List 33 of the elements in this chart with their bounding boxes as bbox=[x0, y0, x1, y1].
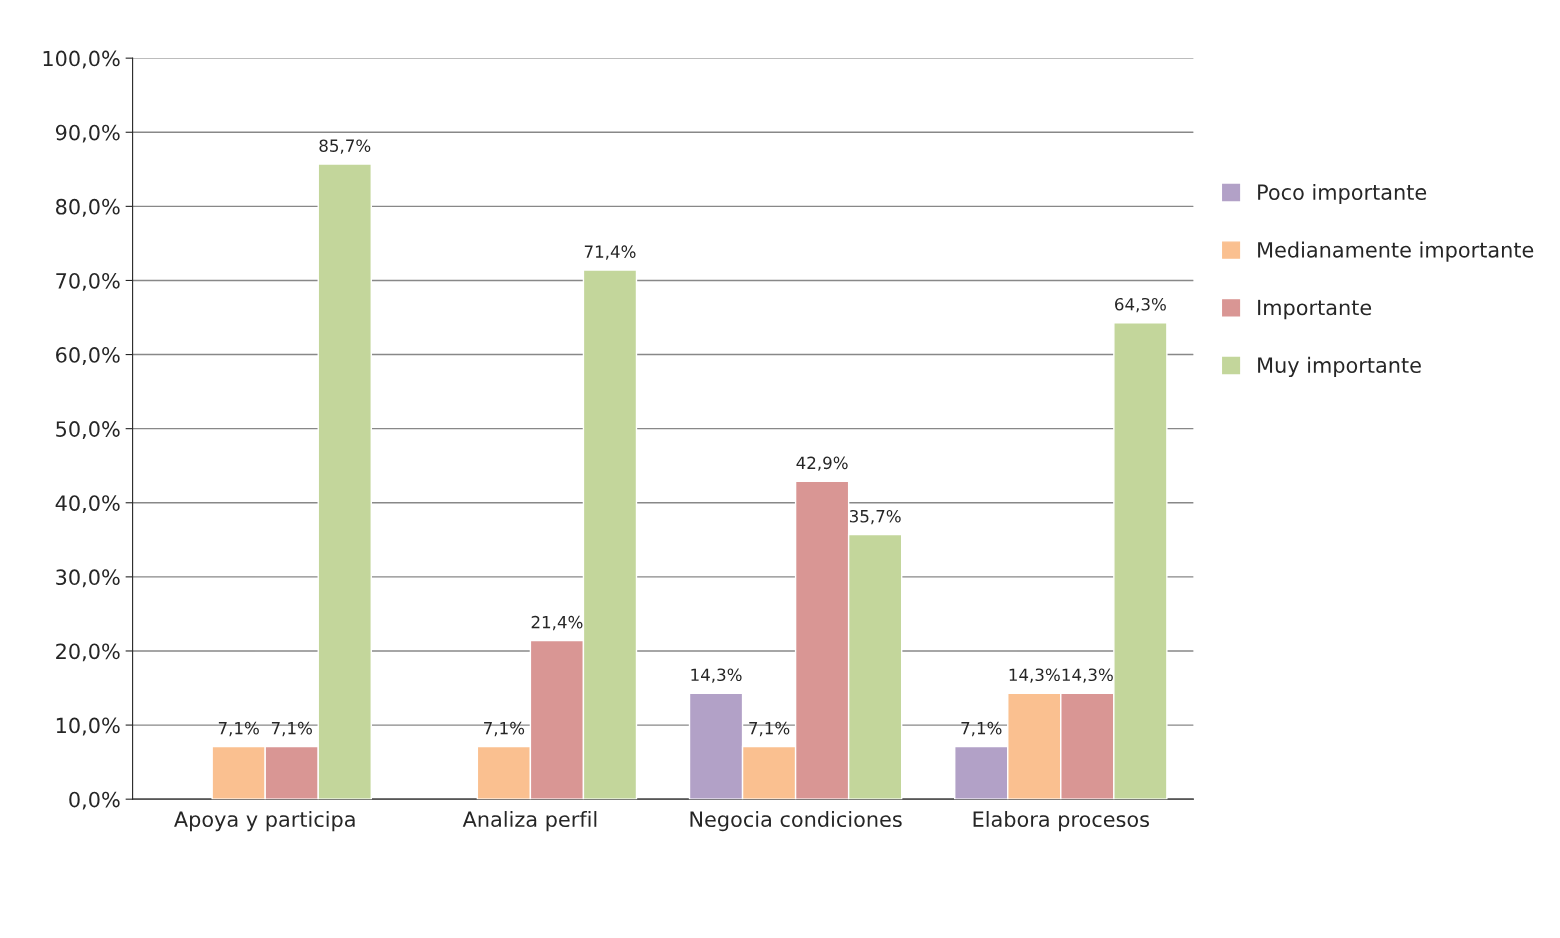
data-label: 14,3% bbox=[1062, 668, 1113, 683]
data-label: 21,4% bbox=[531, 615, 583, 631]
x-tick-label: Apoya y participa bbox=[174, 810, 355, 832]
data-label: 7,1% bbox=[749, 721, 790, 737]
y-tick-label: 30,0% bbox=[56, 569, 120, 588]
data-label: 64,3% bbox=[1115, 297, 1166, 313]
y-tick-label: 60,0% bbox=[56, 347, 120, 365]
data-label: 85,7% bbox=[319, 139, 371, 154]
y-tick-label: 80,0% bbox=[56, 198, 120, 217]
data-label: 7,1% bbox=[961, 721, 1002, 737]
legend-label: Importante bbox=[1258, 299, 1372, 320]
legend-label: Medianamente importante bbox=[1258, 241, 1534, 262]
data-label: 7,1% bbox=[271, 721, 312, 737]
y-tick-label: 50,0% bbox=[56, 421, 120, 439]
data-label: 7,1% bbox=[484, 721, 525, 737]
y-tick-label: 70,0% bbox=[56, 272, 120, 291]
x-tick-label: Analiza perfil bbox=[462, 810, 597, 832]
legend-label: Poco importante bbox=[1258, 183, 1427, 205]
x-tick-label: Negocia condiciones bbox=[690, 810, 902, 832]
data-label: 35,7% bbox=[849, 509, 901, 525]
y-tick-label: 10,0% bbox=[56, 717, 120, 736]
y-tick-label: 20,0% bbox=[56, 643, 120, 662]
data-label: 71,4% bbox=[584, 245, 636, 260]
data-label: 14,3% bbox=[691, 668, 742, 683]
data-label: 7,1% bbox=[218, 721, 259, 737]
y-tick-label: 90,0% bbox=[55, 124, 120, 143]
y-tick-label: 100,0% bbox=[43, 50, 120, 69]
data-label: 14,3% bbox=[1009, 668, 1060, 683]
y-tick-label: 40,0% bbox=[55, 495, 120, 514]
x-tick-label: Elabora procesos bbox=[973, 810, 1149, 832]
data-label: 42,9% bbox=[796, 456, 848, 471]
y-tick-label: 0,0% bbox=[69, 791, 120, 810]
legend-label: Muy importante bbox=[1258, 356, 1421, 378]
